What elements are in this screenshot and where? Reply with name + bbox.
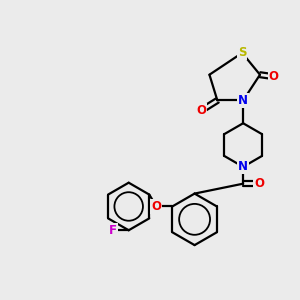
Text: O: O xyxy=(152,200,161,213)
Text: O: O xyxy=(269,70,279,83)
Text: F: F xyxy=(109,224,117,237)
Text: N: N xyxy=(238,94,248,107)
Text: S: S xyxy=(238,46,246,59)
Text: N: N xyxy=(238,160,248,173)
Text: O: O xyxy=(254,177,264,190)
Text: O: O xyxy=(196,104,206,117)
